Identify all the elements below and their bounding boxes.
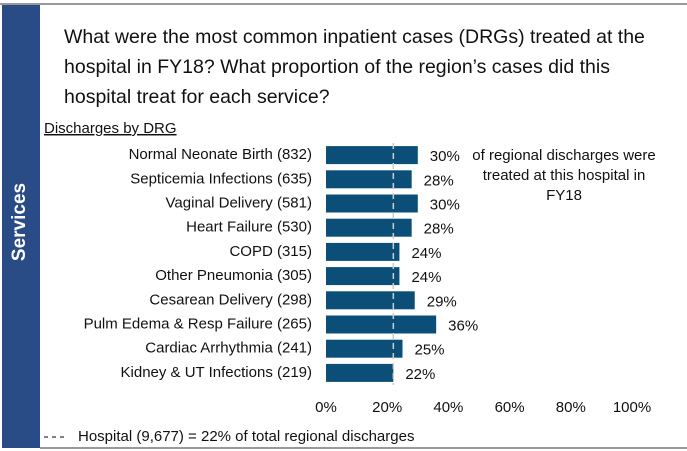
y-tick-label: Vaginal Delivery (581) bbox=[166, 194, 312, 211]
y-tick-label: Heart Failure (530) bbox=[186, 219, 312, 236]
bar bbox=[326, 194, 418, 213]
bar bbox=[326, 315, 437, 334]
bar bbox=[326, 242, 400, 261]
y-tick-label: Other Pneumonia (305) bbox=[155, 267, 312, 284]
y-tick-label: Cardiac Arrhythmia (241) bbox=[145, 340, 312, 357]
bar bbox=[326, 146, 418, 165]
value-label: 30% bbox=[430, 196, 460, 213]
bar bbox=[326, 363, 394, 382]
value-label: 24% bbox=[411, 269, 441, 286]
value-label: 22% bbox=[405, 366, 435, 383]
y-tick-label: Cesarean Delivery (298) bbox=[149, 291, 312, 308]
bar bbox=[326, 170, 412, 189]
y-tick-label: Normal Neonate Birth (832) bbox=[129, 146, 312, 163]
x-tick-label: 20% bbox=[372, 399, 402, 416]
value-label: 30% bbox=[430, 148, 460, 165]
title: What were the most common inpatient case… bbox=[64, 26, 645, 108]
y-tick-label: Kidney & UT Infections (219) bbox=[121, 364, 312, 381]
bar bbox=[326, 267, 400, 286]
sidebar-label: Services bbox=[9, 183, 30, 261]
x-tick-label: 60% bbox=[495, 399, 525, 416]
subtitle: Discharges by DRG bbox=[44, 120, 177, 137]
x-tick-label: 0% bbox=[315, 399, 337, 416]
bar bbox=[326, 291, 415, 310]
value-label: 28% bbox=[424, 221, 454, 238]
value-label: 29% bbox=[427, 293, 457, 310]
legend-text: Hospital (9,677) = 22% of total regional… bbox=[78, 428, 414, 445]
value-label: 24% bbox=[411, 245, 441, 262]
x-tick-label: 100% bbox=[613, 399, 651, 416]
value-label: 28% bbox=[424, 172, 454, 189]
value-label: 25% bbox=[415, 342, 445, 359]
sidebar bbox=[2, 5, 40, 448]
y-tick-label: Pulm Edema & Resp Failure (265) bbox=[84, 315, 312, 332]
bar bbox=[326, 339, 403, 358]
value-label: 36% bbox=[448, 317, 478, 334]
annotation: of regional discharges were treated at t… bbox=[472, 147, 656, 204]
y-tick-label: Septicemia Infections (635) bbox=[130, 170, 312, 187]
bar bbox=[326, 218, 412, 237]
x-tick-label: 80% bbox=[556, 399, 586, 416]
x-tick-label: 40% bbox=[433, 399, 463, 416]
y-tick-label: COPD (315) bbox=[229, 243, 312, 260]
